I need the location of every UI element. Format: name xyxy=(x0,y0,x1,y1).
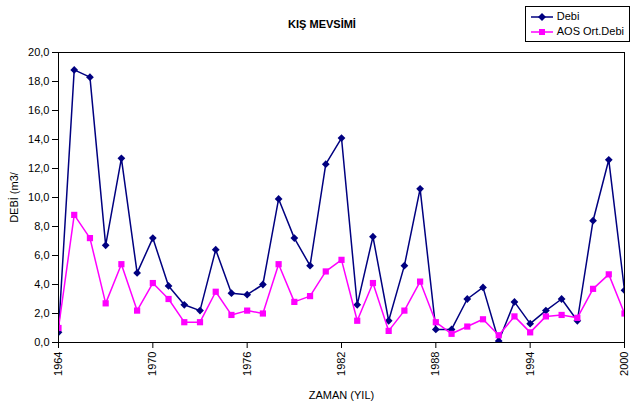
svg-text:ZAMAN (YIL): ZAMAN (YIL) xyxy=(309,389,374,401)
html-text:AOS Ort.Debi: AOS Ort.Debi xyxy=(556,25,624,37)
svg-text:1982: 1982 xyxy=(335,352,347,376)
svg-text:14,0: 14,0 xyxy=(28,133,49,145)
svg-text:6,0: 6,0 xyxy=(34,249,49,261)
svg-text:1970: 1970 xyxy=(146,352,158,376)
svg-text:2000: 2000 xyxy=(618,352,630,376)
svg-text:2,0: 2,0 xyxy=(34,307,49,319)
svg-text:1994: 1994 xyxy=(524,352,536,376)
html-text:Debi: Debi xyxy=(556,10,580,22)
svg-text:12,0: 12,0 xyxy=(28,162,49,174)
svg-text:1976: 1976 xyxy=(241,352,253,376)
svg-text:DEBİ (m3/: DEBİ (m3/ xyxy=(8,171,20,223)
html-text:KIŞ MEVSİMİ: KIŞ MEVSİMİ xyxy=(288,18,356,30)
svg-text:16,0: 16,0 xyxy=(28,104,49,116)
svg-text:20,0: 20,0 xyxy=(28,46,49,58)
svg-text:1964: 1964 xyxy=(52,352,64,376)
svg-text:1988: 1988 xyxy=(429,352,441,376)
svg-text:0,0: 0,0 xyxy=(34,336,49,348)
svg-text:8,0: 8,0 xyxy=(34,220,49,232)
svg-text:18,0: 18,0 xyxy=(28,75,49,87)
svg-text:10,0: 10,0 xyxy=(28,191,49,203)
svg-text:4,0: 4,0 xyxy=(34,278,49,290)
